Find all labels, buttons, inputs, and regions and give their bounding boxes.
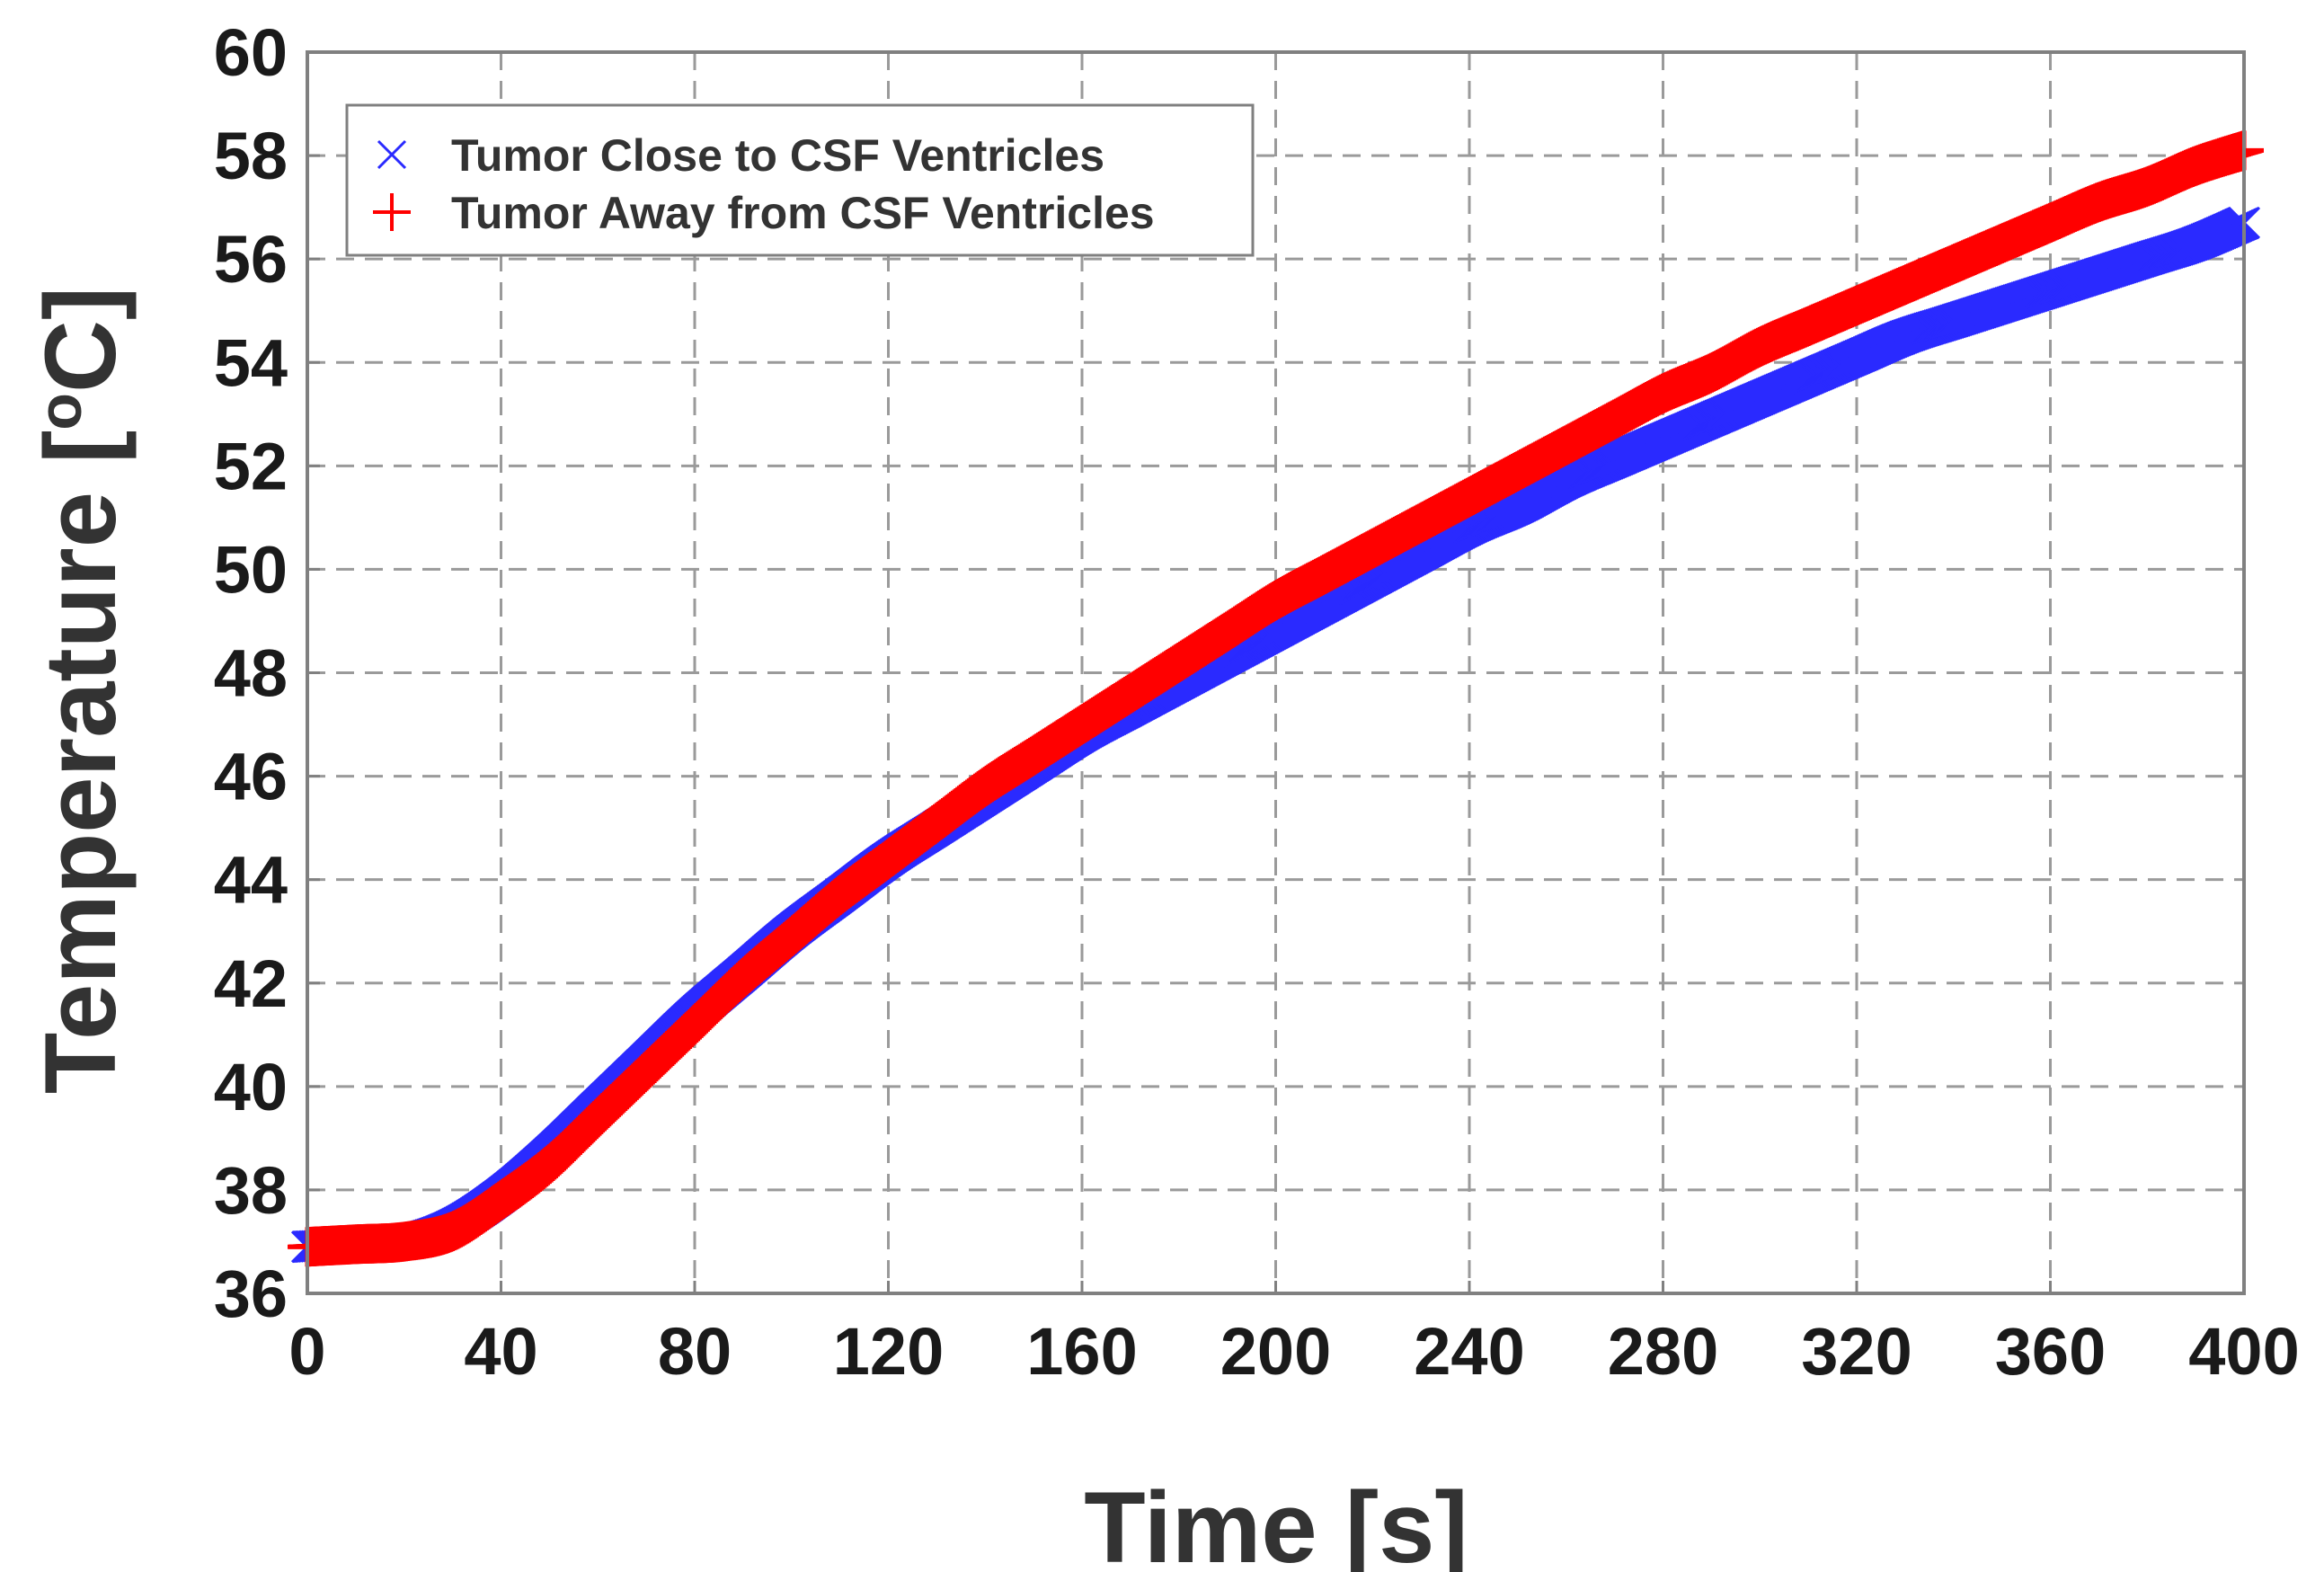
- x-tick-label: 160: [1026, 1314, 1137, 1389]
- y-tick-label: 58: [214, 119, 288, 193]
- y-tick-label: 48: [214, 636, 288, 711]
- x-tick-label: 200: [1220, 1314, 1331, 1389]
- x-tick-label: 240: [1414, 1314, 1524, 1389]
- series-away: [288, 130, 2264, 1267]
- y-tick-label: 50: [214, 532, 288, 607]
- y-tick-label: 54: [214, 325, 288, 400]
- x-axis-title: Time [s]: [1084, 1471, 1468, 1572]
- y-tick-label: 40: [214, 1050, 288, 1124]
- axis-ticks: 0 40 80 120 160 200 240 280 320 360 400 36 38 40 42 44 4…: [214, 15, 2300, 1389]
- x-tick-label: 0: [288, 1314, 325, 1389]
- grid: [307, 52, 2244, 1293]
- x-tick-label: 320: [1801, 1314, 1912, 1389]
- legend-marker-close: [377, 139, 407, 170]
- x-tick-label: 400: [2188, 1314, 2299, 1389]
- y-tick-label: 56: [214, 222, 288, 297]
- legend-box: [345, 103, 1255, 257]
- y-axis-title-unit: C]: [24, 287, 137, 393]
- legend-x-icon: [377, 139, 407, 170]
- y-tick-label: 52: [214, 429, 288, 503]
- x-tick-label: 120: [833, 1314, 944, 1389]
- y-axis-title-main: Temperature [: [24, 431, 137, 1095]
- y-tick-label: 36: [214, 1257, 288, 1331]
- x-tick-label: 80: [658, 1314, 732, 1389]
- legend-marker-away: [373, 193, 411, 231]
- y-tick-label: 46: [214, 740, 288, 814]
- y-tick-label: 42: [214, 946, 288, 1021]
- x-tick-label: 360: [1995, 1314, 2106, 1389]
- x-tick-label: 280: [1608, 1314, 1718, 1389]
- y-tick-label: 38: [214, 1153, 288, 1228]
- legend-plus-icon: [373, 193, 411, 231]
- legend-label-away: Tumor Away from CSF Ventricles: [451, 188, 1155, 238]
- legend-label-close: Tumor Close to CSF Ventricles: [451, 130, 1104, 181]
- legend: Tumor Close to CSF Ventricles Tumor Away…: [345, 103, 1255, 257]
- plot-series: [288, 130, 2264, 1267]
- y-tick-label: 44: [214, 843, 288, 918]
- y-axis-title-degree: o: [26, 393, 94, 431]
- y-axis-title: Temperature [oC]: [24, 287, 137, 1094]
- x-tick-label: 40: [464, 1314, 537, 1389]
- y-tick-label: 60: [214, 15, 288, 90]
